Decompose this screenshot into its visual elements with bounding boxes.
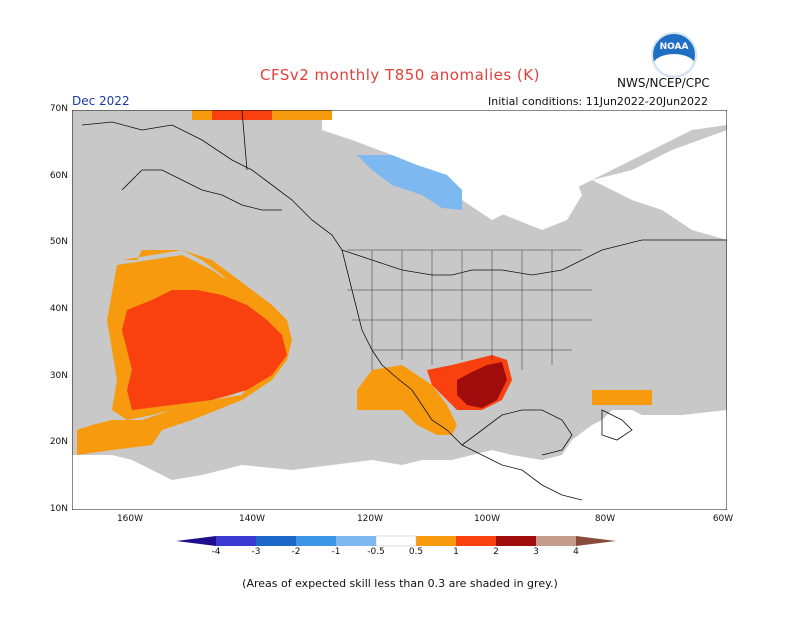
colorbar-segment [416, 536, 456, 546]
skill-note: (Areas of expected skill less than 0.3 a… [242, 577, 558, 590]
colorbar-label: -0.5 [367, 547, 385, 557]
lat-label: 50N [49, 237, 68, 247]
cool-anomaly-region [357, 155, 462, 210]
map-title: CFSv2 monthly T850 anomalies (K) [260, 66, 540, 84]
lon-label: 120W [356, 514, 384, 524]
lat-label: 30N [49, 371, 68, 381]
lon-label: 160W [116, 514, 144, 524]
colorbar-segment [296, 536, 336, 546]
colorbar-segment [376, 536, 416, 546]
top-warm-core [212, 110, 272, 120]
colorbar-white-outline [375, 535, 417, 547]
map-panel [71, 109, 728, 511]
pacific-warm-region [77, 250, 292, 455]
lon-label: 60W [712, 514, 734, 524]
initial-conditions: Initial conditions: 11Jun2022-20Jun2022 [488, 95, 709, 108]
colorbar [176, 535, 616, 547]
state-borders [347, 249, 592, 370]
lon-label: 140W [238, 514, 266, 524]
colorbar-segment [216, 536, 256, 546]
white-region-east [592, 130, 727, 240]
lat-label: 20N [49, 437, 68, 447]
colorbar-segment [536, 536, 576, 546]
texas-darkred-region [457, 362, 507, 408]
colorbar-segment [456, 536, 496, 546]
colorbar-label: 0.5 [408, 547, 424, 557]
lat-label: 60N [49, 171, 68, 181]
colorbar-label: -4 [211, 547, 221, 557]
forecast-month: Dec 2022 [72, 94, 130, 108]
colorbar-segment [336, 536, 376, 546]
colorbar-segment [256, 536, 296, 546]
lon-label: 80W [594, 514, 616, 524]
pacific-red-core [122, 290, 287, 410]
agency-label: NWS/NCEP/CPC [617, 76, 710, 90]
colorbar-label: 1 [453, 547, 459, 557]
noaa-logo: NOAA [651, 32, 697, 78]
caribbean-warm-patch [592, 390, 652, 405]
colorbar-label: 3 [533, 547, 539, 557]
colorbar-segment [576, 536, 616, 546]
colorbar-label: -1 [331, 547, 341, 557]
colorbar-label: 4 [573, 547, 579, 557]
anomaly-map [71, 109, 728, 511]
logo-gull-shape [653, 54, 695, 76]
colorbar-label: -3 [251, 547, 261, 557]
logo-text: NOAA [659, 42, 689, 52]
colorbar-label: -2 [291, 547, 301, 557]
mexico-warm-region [357, 365, 457, 435]
lat-label: 10N [49, 504, 68, 514]
colorbar-label: 2 [493, 547, 499, 557]
lat-label: 70N [49, 104, 68, 114]
lon-label: 100W [473, 514, 501, 524]
white-region-north [342, 120, 582, 230]
lat-label: 40N [49, 304, 68, 314]
colorbar-segment [176, 536, 216, 546]
colorbar-segment [496, 536, 536, 546]
